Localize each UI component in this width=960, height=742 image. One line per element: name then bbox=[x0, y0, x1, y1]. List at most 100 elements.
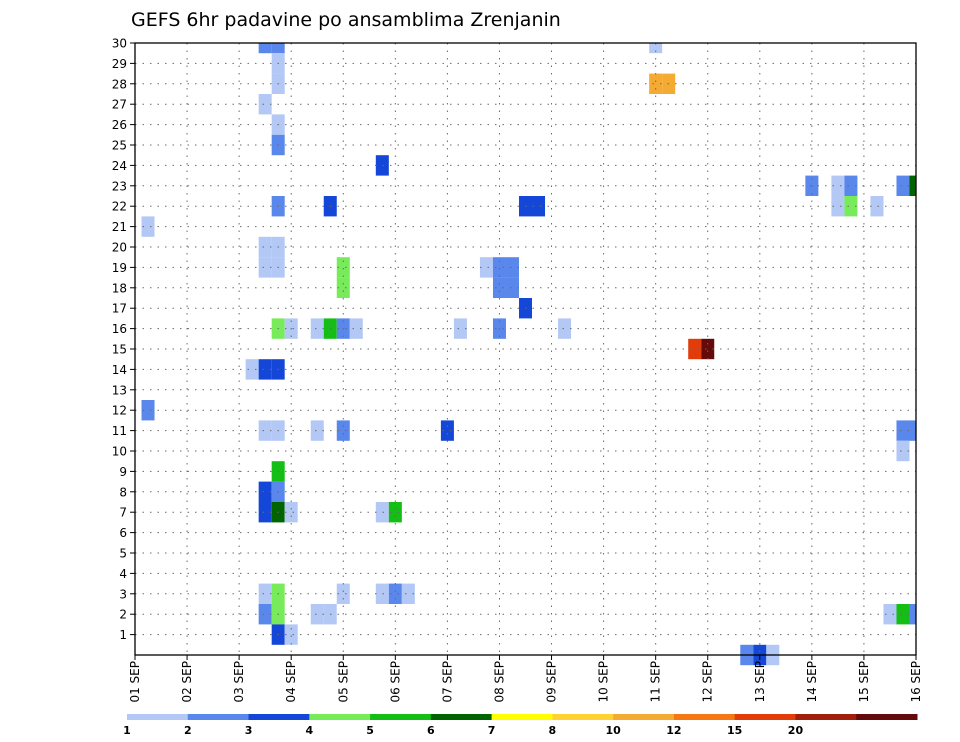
heatmap-cell bbox=[284, 502, 298, 523]
y-tick-label: 28 bbox=[112, 77, 127, 91]
colorbar-swatch bbox=[370, 714, 432, 720]
x-tick-label: 09 SEP bbox=[545, 661, 559, 703]
x-axis: 01 SEP 02 SEP 03 SEP 04 SEP 05 SEP 06 SEP 07 S… bbox=[128, 655, 923, 703]
x-tick-label: 01 SEP bbox=[128, 661, 142, 703]
heatmap-cell bbox=[440, 420, 454, 441]
y-tick-label: 27 bbox=[112, 98, 127, 112]
x-tick-label: 10 SEP bbox=[597, 661, 611, 703]
heatmap-cell bbox=[896, 420, 910, 441]
y-tick-label: 22 bbox=[112, 200, 127, 214]
y-tick-label: 24 bbox=[112, 159, 127, 173]
heatmap-cell bbox=[649, 73, 663, 94]
heatmap-cell bbox=[688, 338, 702, 360]
grid bbox=[135, 43, 916, 655]
x-tick-label: 15 SEP bbox=[857, 661, 871, 703]
heatmap-cell bbox=[141, 400, 155, 421]
y-tick-label: 2 bbox=[119, 608, 127, 622]
x-tick-label: 11 SEP bbox=[649, 661, 663, 703]
heatmap-cell bbox=[388, 502, 402, 523]
y-tick-label: 11 bbox=[112, 424, 127, 438]
colorbar-swatch bbox=[673, 714, 736, 720]
x-tick-label: 06 SEP bbox=[388, 661, 402, 703]
colorbar-label: 2 bbox=[184, 724, 192, 737]
y-tick-label: 17 bbox=[112, 302, 127, 316]
heatmap-cell bbox=[336, 420, 350, 441]
heatmap-cell bbox=[258, 583, 272, 604]
heatmap-cell bbox=[649, 43, 663, 54]
heatmap-cell bbox=[349, 318, 363, 339]
y-tick-label: 18 bbox=[112, 281, 127, 295]
colorbar-swatch bbox=[491, 714, 553, 720]
plot-frame bbox=[134, 42, 917, 656]
colorbar-label: 7 bbox=[488, 724, 496, 737]
colorbar-swatch bbox=[795, 714, 857, 720]
heatmap-cell bbox=[401, 583, 415, 604]
colorbar: 1 2 3 4 5 6 7 8 10 12 15 20 bbox=[123, 714, 918, 737]
colorbar-swatch bbox=[187, 714, 250, 720]
heatmap-cell bbox=[336, 257, 350, 278]
y-tick-label: 21 bbox=[112, 220, 127, 234]
y-tick-label: 30 bbox=[112, 37, 127, 51]
y-tick-label: 20 bbox=[112, 241, 127, 255]
x-tick-label: 12 SEP bbox=[701, 661, 715, 703]
y-tick-label: 15 bbox=[112, 343, 127, 357]
heatmap-cell bbox=[271, 43, 285, 54]
heatmap-cell bbox=[870, 196, 884, 217]
colorbar-label: 4 bbox=[305, 724, 313, 737]
y-tick-label: 23 bbox=[112, 179, 127, 193]
heatmap-cell bbox=[375, 583, 389, 604]
heatmap-cell bbox=[245, 359, 259, 380]
heatmap-cell bbox=[336, 277, 350, 298]
heatmap-cell bbox=[909, 175, 916, 196]
colorbar-label: 12 bbox=[666, 724, 681, 737]
colorbar-swatch bbox=[552, 714, 614, 720]
heatmap-cell bbox=[336, 583, 350, 604]
colorbar-label: 15 bbox=[727, 724, 742, 737]
colorbar-label: 5 bbox=[366, 724, 374, 737]
heatmap-cell bbox=[310, 420, 324, 441]
colorbar-swatch bbox=[734, 714, 796, 720]
y-tick-label: 25 bbox=[112, 139, 127, 153]
x-tick-label: 02 SEP bbox=[180, 661, 194, 703]
heatmap-cell bbox=[505, 257, 519, 278]
x-tick-label: 13 SEP bbox=[753, 661, 767, 703]
x-tick-label: 14 SEP bbox=[805, 661, 819, 703]
heatmap-cell bbox=[479, 257, 493, 278]
heatmap-cell bbox=[258, 420, 272, 441]
colorbar-swatch bbox=[248, 714, 310, 720]
heatmap-cell bbox=[896, 604, 910, 625]
heatmap-cell bbox=[258, 43, 272, 54]
y-tick-label: 8 bbox=[119, 485, 127, 499]
heatmap-cell bbox=[453, 318, 467, 339]
heatmap-cells bbox=[141, 43, 916, 666]
y-tick-label: 4 bbox=[119, 567, 127, 581]
heatmap-cell bbox=[375, 155, 389, 176]
y-tick-label: 16 bbox=[112, 322, 127, 336]
y-tick-label: 14 bbox=[112, 363, 127, 377]
heatmap-cell bbox=[258, 359, 272, 380]
colorbar-label: 8 bbox=[549, 724, 557, 737]
colorbar-label: 3 bbox=[245, 724, 253, 737]
x-tick-label: 07 SEP bbox=[440, 661, 454, 703]
heatmap-cell bbox=[909, 604, 916, 625]
y-tick-label: 6 bbox=[119, 526, 127, 540]
heatmap-cell bbox=[831, 175, 845, 196]
heatmap-cell bbox=[896, 175, 910, 196]
y-tick-label: 9 bbox=[119, 465, 127, 479]
colorbar-label: 6 bbox=[427, 724, 435, 737]
colorbar-swatch bbox=[613, 714, 675, 720]
heatmap-cell bbox=[388, 583, 402, 604]
y-tick-label: 19 bbox=[112, 261, 127, 275]
heatmap-cell bbox=[258, 481, 272, 502]
heatmap-cell bbox=[532, 196, 546, 217]
colorbar-swatch bbox=[127, 714, 189, 720]
heatmap-cell bbox=[375, 502, 389, 523]
y-tick-label: 7 bbox=[119, 506, 127, 520]
x-tick-label: 03 SEP bbox=[232, 661, 246, 703]
y-tick-label: 1 bbox=[119, 628, 127, 642]
heatmap-cell bbox=[284, 624, 298, 645]
colorbar-label: 1 bbox=[123, 724, 131, 737]
x-tick-label: 04 SEP bbox=[284, 661, 298, 703]
heatmap-cell bbox=[310, 318, 324, 339]
